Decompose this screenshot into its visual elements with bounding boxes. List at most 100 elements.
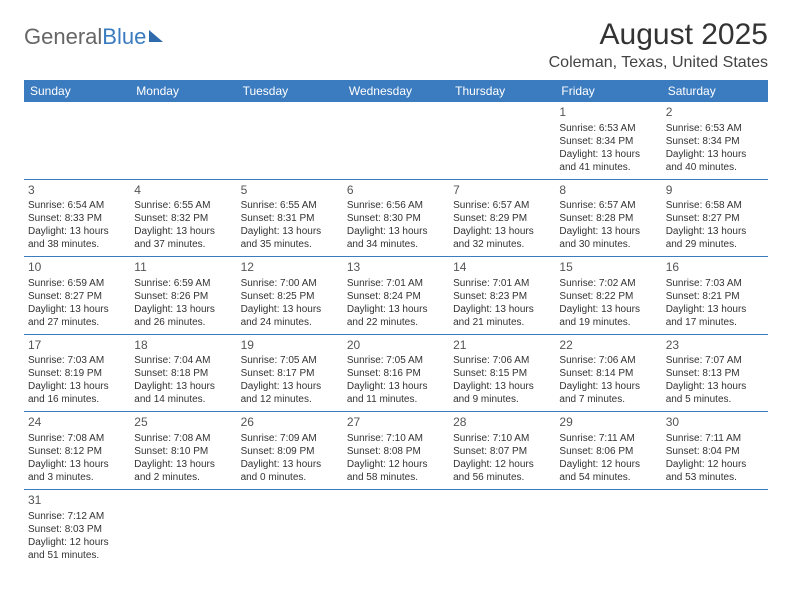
sunset-text: Sunset: 8:31 PM xyxy=(241,212,339,225)
sunset-text: Sunset: 8:08 PM xyxy=(347,445,445,458)
calendar-cell: 24Sunrise: 7:08 AMSunset: 8:12 PMDayligh… xyxy=(24,412,130,490)
day-number: 26 xyxy=(241,415,339,431)
calendar-cell: 27Sunrise: 7:10 AMSunset: 8:08 PMDayligh… xyxy=(343,412,449,490)
sunrise-text: Sunrise: 6:58 AM xyxy=(666,199,764,212)
sunset-text: Sunset: 8:28 PM xyxy=(559,212,657,225)
sunset-text: Sunset: 8:14 PM xyxy=(559,367,657,380)
daylight-text: Daylight: 13 hours and 14 minutes. xyxy=(134,380,232,406)
calendar-cell: 7Sunrise: 6:57 AMSunset: 8:29 PMDaylight… xyxy=(449,179,555,257)
calendar-cell: 4Sunrise: 6:55 AMSunset: 8:32 PMDaylight… xyxy=(130,179,236,257)
calendar-row: 17Sunrise: 7:03 AMSunset: 8:19 PMDayligh… xyxy=(24,334,768,412)
daylight-text: Daylight: 13 hours and 41 minutes. xyxy=(559,148,657,174)
sunrise-text: Sunrise: 7:07 AM xyxy=(666,354,764,367)
logo-text-general: General xyxy=(24,24,102,50)
weekday-header: Thursday xyxy=(449,80,555,102)
daylight-text: Daylight: 13 hours and 12 minutes. xyxy=(241,380,339,406)
calendar-cell: 22Sunrise: 7:06 AMSunset: 8:14 PMDayligh… xyxy=(555,334,661,412)
calendar-row: 31Sunrise: 7:12 AMSunset: 8:03 PMDayligh… xyxy=(24,489,768,566)
sunrise-text: Sunrise: 7:01 AM xyxy=(453,277,551,290)
sunrise-text: Sunrise: 6:57 AM xyxy=(559,199,657,212)
daylight-text: Daylight: 13 hours and 30 minutes. xyxy=(559,225,657,251)
calendar-cell-empty xyxy=(662,489,768,566)
sunset-text: Sunset: 8:17 PM xyxy=(241,367,339,380)
calendar-cell-empty xyxy=(24,102,130,179)
daylight-text: Daylight: 13 hours and 3 minutes. xyxy=(28,458,126,484)
calendar-table: SundayMondayTuesdayWednesdayThursdayFrid… xyxy=(24,80,768,567)
sunrise-text: Sunrise: 7:08 AM xyxy=(28,432,126,445)
sunrise-text: Sunrise: 7:06 AM xyxy=(453,354,551,367)
calendar-row: 3Sunrise: 6:54 AMSunset: 8:33 PMDaylight… xyxy=(24,179,768,257)
daylight-text: Daylight: 13 hours and 21 minutes. xyxy=(453,303,551,329)
calendar-cell: 25Sunrise: 7:08 AMSunset: 8:10 PMDayligh… xyxy=(130,412,236,490)
sunset-text: Sunset: 8:03 PM xyxy=(28,523,126,536)
calendar-cell-empty xyxy=(449,489,555,566)
day-number: 27 xyxy=(347,415,445,431)
calendar-cell: 20Sunrise: 7:05 AMSunset: 8:16 PMDayligh… xyxy=(343,334,449,412)
daylight-text: Daylight: 13 hours and 17 minutes. xyxy=(666,303,764,329)
calendar-cell: 9Sunrise: 6:58 AMSunset: 8:27 PMDaylight… xyxy=(662,179,768,257)
calendar-cell-empty xyxy=(237,102,343,179)
day-number: 5 xyxy=(241,183,339,199)
daylight-text: Daylight: 12 hours and 56 minutes. xyxy=(453,458,551,484)
daylight-text: Daylight: 13 hours and 19 minutes. xyxy=(559,303,657,329)
day-number: 2 xyxy=(666,105,764,121)
sunset-text: Sunset: 8:24 PM xyxy=(347,290,445,303)
calendar-cell: 18Sunrise: 7:04 AMSunset: 8:18 PMDayligh… xyxy=(130,334,236,412)
logo-text-blue: Blue xyxy=(102,24,146,50)
daylight-text: Daylight: 13 hours and 29 minutes. xyxy=(666,225,764,251)
sunrise-text: Sunrise: 6:53 AM xyxy=(666,122,764,135)
daylight-text: Daylight: 13 hours and 38 minutes. xyxy=(28,225,126,251)
daylight-text: Daylight: 12 hours and 53 minutes. xyxy=(666,458,764,484)
calendar-cell: 11Sunrise: 6:59 AMSunset: 8:26 PMDayligh… xyxy=(130,257,236,335)
day-number: 8 xyxy=(559,183,657,199)
calendar-cell: 3Sunrise: 6:54 AMSunset: 8:33 PMDaylight… xyxy=(24,179,130,257)
daylight-text: Daylight: 13 hours and 7 minutes. xyxy=(559,380,657,406)
day-number: 24 xyxy=(28,415,126,431)
sunset-text: Sunset: 8:32 PM xyxy=(134,212,232,225)
calendar-row: 10Sunrise: 6:59 AMSunset: 8:27 PMDayligh… xyxy=(24,257,768,335)
calendar-cell-empty xyxy=(130,489,236,566)
daylight-text: Daylight: 13 hours and 2 minutes. xyxy=(134,458,232,484)
calendar-cell: 13Sunrise: 7:01 AMSunset: 8:24 PMDayligh… xyxy=(343,257,449,335)
daylight-text: Daylight: 13 hours and 0 minutes. xyxy=(241,458,339,484)
sunrise-text: Sunrise: 6:53 AM xyxy=(559,122,657,135)
sunset-text: Sunset: 8:07 PM xyxy=(453,445,551,458)
sunrise-text: Sunrise: 6:55 AM xyxy=(241,199,339,212)
sunset-text: Sunset: 8:33 PM xyxy=(28,212,126,225)
day-number: 19 xyxy=(241,338,339,354)
day-number: 29 xyxy=(559,415,657,431)
sunset-text: Sunset: 8:34 PM xyxy=(559,135,657,148)
day-number: 3 xyxy=(28,183,126,199)
sunset-text: Sunset: 8:15 PM xyxy=(453,367,551,380)
header: GeneralBlue August 2025 Coleman, Texas, … xyxy=(24,18,768,72)
day-number: 10 xyxy=(28,260,126,276)
calendar-cell: 28Sunrise: 7:10 AMSunset: 8:07 PMDayligh… xyxy=(449,412,555,490)
sunset-text: Sunset: 8:18 PM xyxy=(134,367,232,380)
daylight-text: Daylight: 12 hours and 58 minutes. xyxy=(347,458,445,484)
calendar-cell-empty xyxy=(237,489,343,566)
day-number: 31 xyxy=(28,493,126,509)
calendar-cell: 1Sunrise: 6:53 AMSunset: 8:34 PMDaylight… xyxy=(555,102,661,179)
day-number: 15 xyxy=(559,260,657,276)
calendar-cell: 23Sunrise: 7:07 AMSunset: 8:13 PMDayligh… xyxy=(662,334,768,412)
sunrise-text: Sunrise: 6:54 AM xyxy=(28,199,126,212)
weekday-header: Tuesday xyxy=(237,80,343,102)
daylight-text: Daylight: 13 hours and 35 minutes. xyxy=(241,225,339,251)
sunrise-text: Sunrise: 7:08 AM xyxy=(134,432,232,445)
weekday-header: Monday xyxy=(130,80,236,102)
day-number: 14 xyxy=(453,260,551,276)
sunset-text: Sunset: 8:13 PM xyxy=(666,367,764,380)
day-number: 12 xyxy=(241,260,339,276)
month-title: August 2025 xyxy=(549,18,768,52)
sunset-text: Sunset: 8:22 PM xyxy=(559,290,657,303)
title-block: August 2025 Coleman, Texas, United State… xyxy=(549,18,768,72)
calendar-cell: 6Sunrise: 6:56 AMSunset: 8:30 PMDaylight… xyxy=(343,179,449,257)
logo: GeneralBlue xyxy=(24,24,163,50)
daylight-text: Daylight: 13 hours and 9 minutes. xyxy=(453,380,551,406)
sunrise-text: Sunrise: 7:00 AM xyxy=(241,277,339,290)
daylight-text: Daylight: 13 hours and 16 minutes. xyxy=(28,380,126,406)
day-number: 17 xyxy=(28,338,126,354)
sunrise-text: Sunrise: 7:05 AM xyxy=(347,354,445,367)
day-number: 6 xyxy=(347,183,445,199)
weekday-header: Sunday xyxy=(24,80,130,102)
